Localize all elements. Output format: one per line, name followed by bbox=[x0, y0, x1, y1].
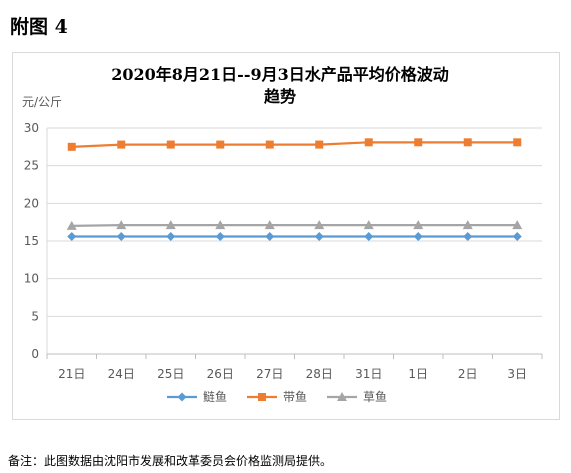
legend-label-0: 鲢鱼 bbox=[203, 389, 227, 404]
data-point-0-4 bbox=[265, 231, 275, 241]
data-point-2-9 bbox=[512, 220, 523, 230]
data-point-2-8 bbox=[462, 220, 473, 230]
x-tick-label-7: 1日 bbox=[408, 367, 428, 381]
legend-marker-1 bbox=[258, 393, 266, 401]
y-tick-label-30: 30 bbox=[24, 121, 39, 135]
data-point-1-7 bbox=[414, 138, 423, 147]
chart-title: 2020年8月21日--9月3日水产品平均价格波动 趋势 bbox=[60, 64, 500, 108]
y-tick-label-20: 20 bbox=[24, 196, 39, 210]
data-point-2-7 bbox=[413, 220, 424, 230]
footnote: 备注：此图数据由沈阳市发展和改革委员会价格监测局提供。 bbox=[8, 454, 333, 468]
data-point-0-7 bbox=[413, 231, 423, 241]
data-point-1-5 bbox=[315, 140, 324, 149]
legend-label-2: 草鱼 bbox=[363, 390, 387, 404]
data-point-1-9 bbox=[513, 138, 522, 147]
data-point-1-1 bbox=[117, 140, 126, 149]
x-tick-label-5: 28日 bbox=[306, 367, 333, 381]
data-point-2-4 bbox=[264, 220, 275, 230]
data-point-0-5 bbox=[314, 231, 324, 241]
x-tick-label-8: 2日 bbox=[458, 367, 478, 381]
y-tick-label-0: 0 bbox=[31, 347, 39, 361]
data-point-0-6 bbox=[364, 231, 374, 241]
data-point-1-8 bbox=[463, 138, 472, 147]
data-point-2-6 bbox=[363, 220, 374, 230]
data-point-1-0 bbox=[67, 142, 76, 151]
data-point-2-3 bbox=[215, 220, 226, 230]
x-tick-label-2: 25日 bbox=[157, 367, 184, 381]
data-point-0-1 bbox=[116, 231, 126, 241]
y-tick-label-10: 10 bbox=[24, 272, 39, 286]
x-tick-label-0: 21日 bbox=[58, 367, 85, 381]
chart-title-line-2: 趋势 bbox=[263, 87, 296, 106]
data-point-2-2 bbox=[165, 220, 176, 230]
data-point-0-8 bbox=[463, 231, 473, 241]
y-axis-label: 元/公斤 bbox=[22, 95, 62, 109]
y-tick-label-5: 5 bbox=[31, 309, 39, 323]
series-line-2 bbox=[71, 224, 518, 228]
y-tick-label-25: 25 bbox=[24, 159, 39, 173]
y-tick-label-15: 15 bbox=[24, 234, 39, 248]
chart-title-line-1: 2020年8月21日--9月3日水产品平均价格波动 bbox=[111, 65, 449, 84]
legend-label-1: 带鱼 bbox=[283, 390, 307, 404]
legend-marker-0 bbox=[177, 392, 187, 402]
data-point-1-4 bbox=[265, 140, 274, 149]
x-tick-label-9: 3日 bbox=[507, 367, 527, 381]
data-point-2-1 bbox=[116, 220, 127, 230]
chart-frame bbox=[12, 52, 560, 420]
data-point-0-0 bbox=[67, 231, 77, 241]
legend-marker-2 bbox=[337, 392, 347, 401]
data-point-0-3 bbox=[215, 231, 225, 241]
x-tick-label-4: 27日 bbox=[256, 367, 283, 381]
data-point-1-6 bbox=[364, 138, 373, 147]
x-tick-label-3: 26日 bbox=[207, 367, 234, 381]
x-tick-label-1: 24日 bbox=[108, 367, 135, 381]
data-point-2-5 bbox=[314, 220, 325, 230]
data-point-1-3 bbox=[216, 140, 225, 149]
x-tick-label-6: 31日 bbox=[355, 367, 382, 381]
series-line-1 bbox=[71, 141, 518, 148]
data-point-0-9 bbox=[512, 231, 522, 241]
data-point-1-2 bbox=[166, 140, 175, 149]
figure-heading: 附图 4 bbox=[10, 16, 68, 38]
data-point-2-0 bbox=[66, 220, 77, 230]
data-point-0-2 bbox=[166, 231, 176, 241]
